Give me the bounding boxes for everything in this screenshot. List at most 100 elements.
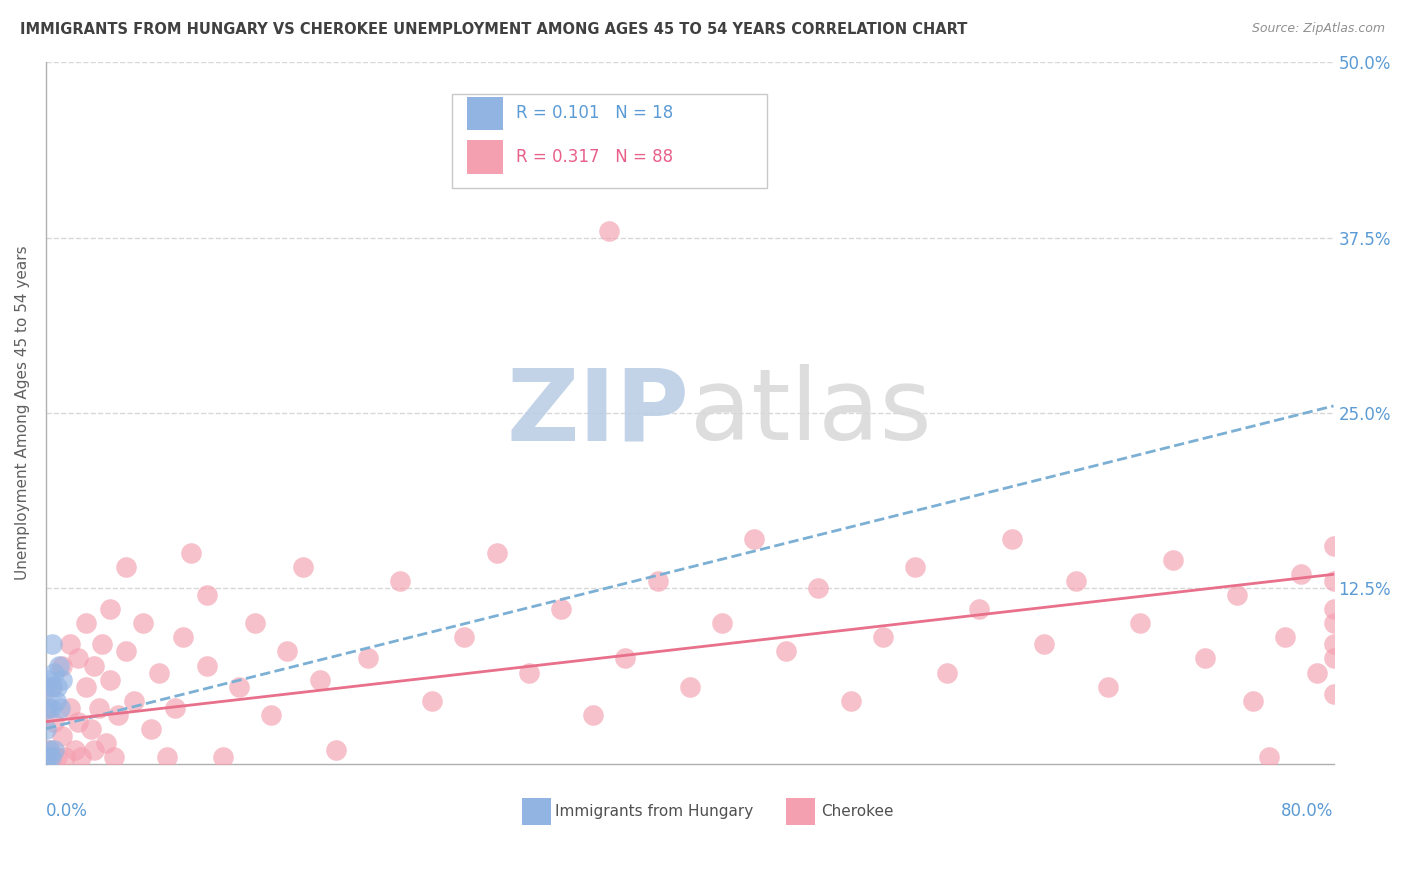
Point	[38, 742, 60, 756]
Point	[107, 707, 129, 722]
Point	[75, 680, 97, 694]
Point	[63, 742, 86, 756]
Point	[1129, 616, 1152, 631]
Point	[98, 673, 121, 687]
Text: R = 0.101   N = 18: R = 0.101 N = 18	[516, 104, 673, 122]
Point	[420, 693, 443, 707]
Point	[39, 700, 62, 714]
Point	[582, 707, 605, 722]
Point	[35, 749, 58, 764]
Point	[775, 644, 797, 658]
Point	[1322, 616, 1344, 631]
Point	[1161, 553, 1184, 567]
Bar	[467, 96, 503, 130]
Point	[91, 637, 114, 651]
Point	[59, 637, 82, 651]
Point	[807, 582, 830, 596]
Point	[1001, 533, 1024, 547]
Text: Source: ZipAtlas.com: Source: ZipAtlas.com	[1251, 22, 1385, 36]
Point	[598, 223, 620, 237]
Point	[308, 673, 330, 687]
Point	[67, 714, 90, 729]
Point	[83, 658, 105, 673]
Point	[1306, 665, 1329, 680]
Point	[1032, 637, 1054, 651]
Point	[139, 722, 162, 736]
Point	[1097, 680, 1119, 694]
Point	[103, 749, 125, 764]
Point	[80, 722, 103, 736]
Point	[49, 700, 72, 714]
Bar	[786, 798, 814, 825]
Point	[245, 616, 267, 631]
Point	[38, 673, 60, 687]
Point	[75, 616, 97, 631]
Point	[1322, 539, 1344, 553]
Point	[742, 533, 765, 547]
Point	[357, 651, 380, 665]
Point	[156, 749, 179, 764]
Point	[41, 680, 63, 694]
Text: 80.0%: 80.0%	[1281, 802, 1333, 821]
Point	[904, 560, 927, 574]
Point	[87, 700, 110, 714]
Point	[292, 560, 315, 574]
Point	[1194, 651, 1216, 665]
Point	[389, 574, 412, 589]
Point	[180, 546, 202, 560]
Point	[936, 665, 959, 680]
Text: IMMIGRANTS FROM HUNGARY VS CHEROKEE UNEMPLOYMENT AMONG AGES 45 TO 54 YEARS CORRE: IMMIGRANTS FROM HUNGARY VS CHEROKEE UNEM…	[20, 22, 967, 37]
Point	[195, 658, 218, 673]
Point	[1064, 574, 1087, 589]
Point	[325, 742, 347, 756]
Point	[1258, 749, 1281, 764]
Point	[1322, 687, 1344, 701]
Text: 0.0%: 0.0%	[46, 802, 87, 821]
Point	[41, 637, 63, 651]
Point	[124, 693, 146, 707]
Text: Immigrants from Hungary: Immigrants from Hungary	[554, 804, 752, 819]
Point	[42, 665, 65, 680]
Point	[228, 680, 250, 694]
Point	[131, 616, 153, 631]
Point	[35, 680, 58, 694]
Text: Cherokee: Cherokee	[821, 804, 894, 819]
Point	[35, 749, 58, 764]
Point	[872, 631, 894, 645]
Point	[42, 714, 65, 729]
Point	[67, 651, 90, 665]
Point	[51, 729, 73, 743]
Point	[83, 742, 105, 756]
Point	[1291, 567, 1313, 582]
Point	[260, 707, 283, 722]
Point	[647, 574, 669, 589]
Point	[94, 736, 117, 750]
Point	[42, 742, 65, 756]
Point	[115, 644, 138, 658]
Point	[48, 658, 70, 673]
Point	[172, 631, 194, 645]
Point	[1226, 588, 1249, 602]
Point	[550, 602, 572, 616]
Point	[51, 673, 73, 687]
Point	[163, 700, 186, 714]
Point	[35, 700, 58, 714]
Point	[53, 749, 76, 764]
Point	[39, 749, 62, 764]
Point	[46, 749, 69, 764]
Point	[51, 658, 73, 673]
Point	[148, 665, 170, 680]
Point	[37, 700, 59, 714]
Point	[59, 700, 82, 714]
Point	[38, 742, 60, 756]
Point	[39, 680, 62, 694]
Point	[679, 680, 702, 694]
Text: atlas: atlas	[690, 365, 931, 461]
Point	[1322, 602, 1344, 616]
Point	[115, 560, 138, 574]
Bar	[467, 140, 503, 174]
Point	[969, 602, 991, 616]
Point	[1322, 651, 1344, 665]
Point	[710, 616, 733, 631]
Point	[1322, 637, 1344, 651]
